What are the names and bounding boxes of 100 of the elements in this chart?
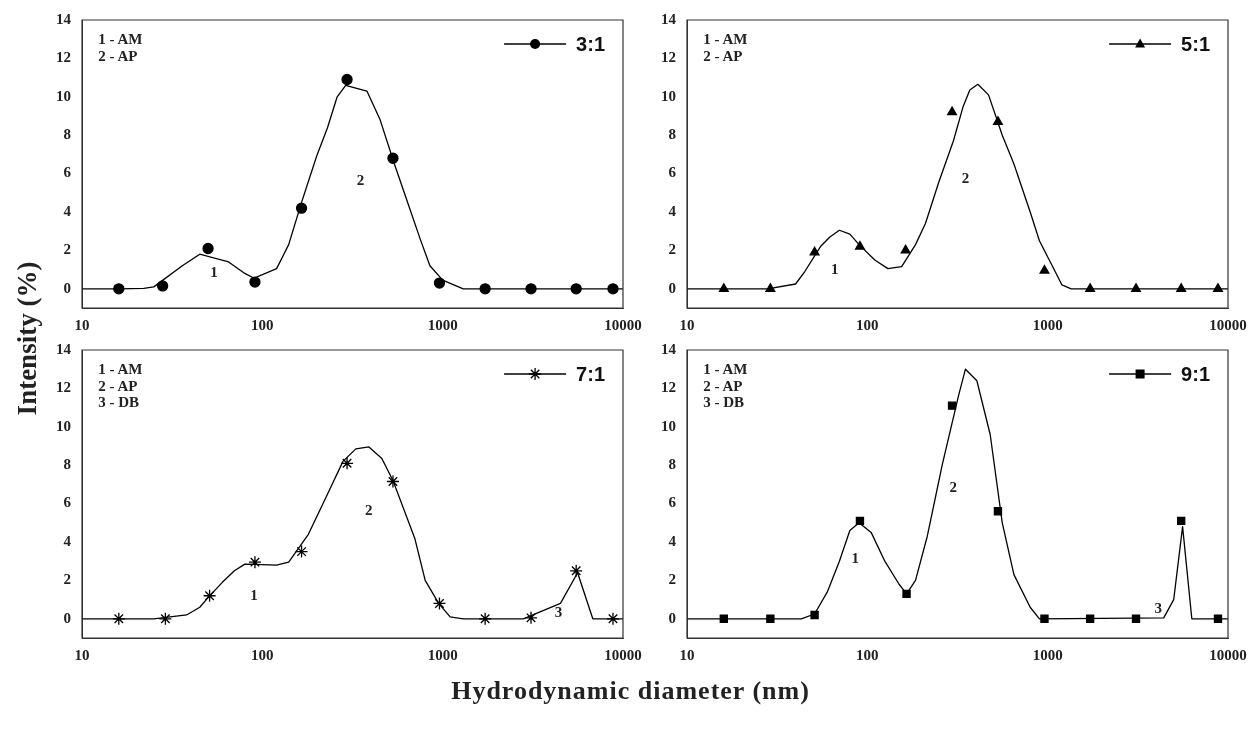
x-tick-label: 10000 [604,316,642,333]
point [1040,614,1049,623]
x-tick-label: 10 [679,646,695,663]
legend-label: 9:1 [1181,362,1210,385]
y-tick-label: 0 [668,609,676,626]
x-tick-label: 1000 [427,316,458,333]
x-tick-label: 1000 [1032,646,1063,663]
x-tick-label: 10 [679,316,695,333]
y-tick-label: 2 [63,571,71,588]
point [766,614,775,623]
point [386,474,400,489]
y-tick-label: 14 [56,10,72,27]
y-tick-label: 2 [668,241,676,258]
legend-label: 5:1 [1181,32,1210,55]
point [1085,283,1096,292]
x-tick-label: 100 [251,646,274,663]
annotation: 3 - DB [703,394,745,411]
point [432,596,447,611]
annotation: 1 - AM [703,361,748,378]
point [294,544,309,559]
annotation: 2 [961,170,970,187]
annotation: 2 - AP [703,47,743,64]
point [433,277,446,289]
y-tick-label: 4 [668,532,677,549]
legend-label: 3:1 [576,32,605,55]
y-tick-label: 4 [63,532,72,549]
point [900,244,911,254]
y-tick-label: 2 [63,241,71,258]
x-tick-label: 1000 [427,646,458,663]
annotation: 2 - AP [98,47,138,64]
annotation: 1 [210,264,218,281]
x-tick-label: 10000 [604,646,642,663]
legend-label: 7:1 [576,362,605,385]
y-tick-label: 2 [668,571,676,588]
x-tick-label: 10000 [1209,316,1247,333]
point [992,116,1003,125]
x-tick-label: 10 [74,646,90,663]
point [765,283,776,292]
y-tick-label: 6 [63,494,72,511]
point [947,401,957,410]
point [112,612,126,626]
y-tick-label: 14 [661,10,677,27]
annotation: 2 [356,172,365,189]
point [947,106,958,116]
point [1039,264,1050,274]
annotation: 2 [364,502,373,519]
y-tick-label: 4 [63,202,72,219]
y-tick-label: 12 [56,379,71,396]
x-tick-label: 10000 [1209,646,1247,663]
point [1176,516,1186,526]
y-tick-label: 6 [668,164,677,181]
y-tick-label: 8 [63,126,71,143]
y-tick-label: 12 [661,49,676,66]
y-tick-label: 0 [668,279,676,296]
annotation: 2 [949,479,957,496]
y-tick-label: 14 [56,340,72,357]
y-tick-label: 0 [63,279,71,296]
y-tick-label: 8 [668,456,676,473]
annotation: 1 - AM [98,361,143,378]
y-tick-label: 14 [661,340,677,357]
x-tick-label: 100 [856,646,879,663]
point [156,280,169,292]
x-axis-title: Hydrodynamic diameter (nm) [450,676,811,706]
annotation: 1 [851,550,859,567]
point [524,611,538,625]
annotation: 2 - AP [98,377,138,394]
point [810,610,819,620]
x-tick-label: 100 [856,316,879,333]
y-tick-label: 6 [63,164,72,181]
y-axis-title: Intensity (%) [12,261,44,415]
annotation: 2 - AP [703,377,743,394]
point [1176,283,1187,292]
y-tick-label: 10 [661,87,676,104]
y-tick-label: 12 [56,49,71,66]
y-tick-label: 10 [56,87,71,104]
point [478,612,492,626]
annotation: 3 [554,603,563,620]
x-tick-label: 100 [251,316,274,333]
y-tick-label: 10 [661,417,676,434]
y-tick-label: 12 [661,379,676,396]
y-tick-label: 0 [63,609,71,626]
annotation: 3 - DB [98,394,140,411]
point [202,242,214,255]
point [718,283,729,292]
y-tick-label: 8 [63,456,71,473]
y-tick-label: 8 [668,126,676,143]
x-tick-label: 1000 [1032,316,1063,333]
annotation: 1 - AM [98,31,143,48]
annotation: 1 - AM [703,31,748,48]
annotation: 3 [1154,600,1162,617]
annotation: 1 [830,260,839,277]
point [341,73,353,86]
y-tick-label: 4 [668,202,677,219]
y-tick-label: 6 [668,494,677,511]
point [202,589,217,603]
point [248,555,262,569]
x-tick-label: 10 [74,316,90,333]
point [340,456,354,470]
point [158,612,173,626]
point [569,564,583,578]
